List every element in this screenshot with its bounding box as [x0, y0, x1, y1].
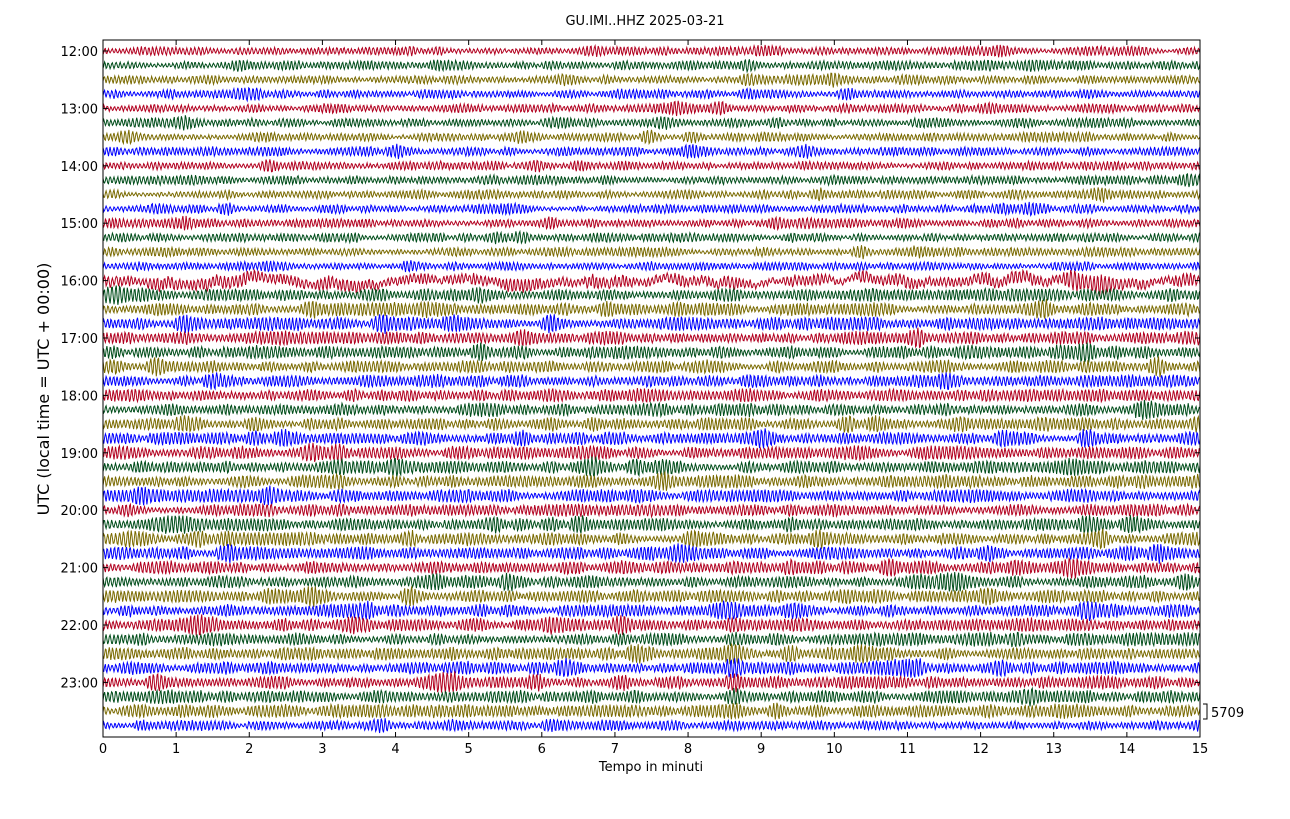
- seismogram-trace: [102, 572, 1201, 592]
- seismogram-trace: [102, 643, 1201, 665]
- seismogram-trace: [102, 631, 1201, 648]
- y-axis-label: UTC (local time = UTC + 00:00): [34, 263, 53, 516]
- seismogram-trace: [102, 600, 1201, 621]
- y-axis-ticks: 12:00 13:00 14:00 15:00 16:00 17:00 18:00 19:00…: [61, 45, 1200, 691]
- seismogram-trace: [102, 229, 1201, 245]
- seismogram-trace: [102, 173, 1201, 188]
- x-tick-label: 6: [538, 742, 546, 757]
- seismogram-trace: [102, 327, 1201, 349]
- x-tick-label: 1: [172, 742, 180, 757]
- seismogram-trace: [102, 187, 1201, 203]
- y-tick-label: 23:00: [61, 676, 98, 691]
- x-tick-label: 4: [391, 742, 399, 757]
- x-tick-label: 9: [757, 742, 765, 757]
- x-tick-label: 12: [972, 742, 989, 757]
- y-tick-label: 22:00: [61, 619, 98, 634]
- y-tick-label: 13:00: [61, 102, 98, 117]
- x-tick-label: 11: [899, 742, 916, 757]
- x-axis-label: Tempo in minuti: [598, 760, 703, 775]
- seismogram-trace: [102, 557, 1201, 579]
- seismogram-trace: [102, 129, 1201, 146]
- seismogram-trace: [102, 313, 1201, 335]
- y-tick-label: 20:00: [61, 504, 98, 519]
- seismogram-trace: [102, 614, 1201, 636]
- seismogram-trace: [102, 356, 1201, 378]
- seismogram-trace: [102, 245, 1201, 260]
- seismogram-trace: [102, 485, 1201, 506]
- seismogram-trace: [102, 43, 1201, 58]
- seismogram-trace: [102, 372, 1201, 391]
- y-tick-label: 21:00: [61, 562, 98, 577]
- seismogram-trace: [102, 686, 1201, 707]
- seismogram-trace: [102, 414, 1201, 433]
- y-tick-label: 16:00: [61, 275, 98, 290]
- scale-label: 5709: [1211, 706, 1244, 721]
- y-tick-label: 14:00: [61, 160, 98, 175]
- seismogram-trace: [102, 215, 1201, 232]
- x-tick-label: 5: [465, 742, 473, 757]
- chart-title: GU.IMI..HHZ 2025-03-21: [565, 14, 724, 29]
- seismogram-trace: [102, 471, 1201, 491]
- x-axis-ticks: 0 1 2 3 4 5 6 7 8 9 10 11 12 13 14 15: [99, 40, 1208, 757]
- y-tick-label: 18:00: [61, 389, 98, 404]
- seismogram-trace: [102, 717, 1201, 734]
- seismogram-trace: [102, 387, 1201, 404]
- seismogram-trace: [102, 201, 1201, 218]
- x-tick-label: 7: [611, 742, 619, 757]
- seismogram-trace: [102, 514, 1201, 535]
- seismogram-trace: [102, 58, 1201, 74]
- x-tick-label: 15: [1192, 742, 1209, 757]
- seismogram-trace: [102, 342, 1201, 363]
- traces-group: [102, 43, 1201, 734]
- x-tick-label: 10: [826, 742, 843, 757]
- seismogram-trace: [102, 72, 1201, 88]
- x-tick-label: 8: [684, 742, 692, 757]
- seismogram-trace: [102, 399, 1201, 420]
- seismogram-trace: [102, 442, 1201, 463]
- seismogram-trace: [102, 115, 1201, 131]
- x-tick-label: 13: [1045, 742, 1062, 757]
- scale-bar: 5709: [1203, 703, 1244, 721]
- seismogram-trace: [102, 456, 1201, 479]
- seismogram-trace: [102, 528, 1201, 550]
- x-tick-label: 0: [99, 742, 107, 757]
- seismogram-trace: [102, 100, 1201, 117]
- x-tick-label: 3: [318, 742, 326, 757]
- x-tick-label: 2: [245, 742, 253, 757]
- seismogram-trace: [102, 671, 1201, 694]
- seismogram-trace: [102, 259, 1201, 273]
- seismogram-trace: [102, 702, 1201, 720]
- seismogram-trace: [102, 143, 1201, 160]
- y-tick-label: 15:00: [61, 217, 98, 232]
- seismogram-trace: [102, 268, 1201, 297]
- seismogram-trace: [102, 159, 1201, 173]
- y-tick-label: 12:00: [61, 45, 98, 60]
- seismogram-trace: [102, 543, 1201, 564]
- seismogram-trace: [102, 284, 1201, 305]
- y-tick-label: 19:00: [61, 447, 98, 462]
- plot-frame: [102, 39, 1201, 738]
- y-tick-label: 17:00: [61, 332, 98, 347]
- seismogram-trace: [102, 86, 1201, 103]
- seismogram-trace: [102, 657, 1201, 678]
- seismogram-trace: [102, 428, 1201, 449]
- x-tick-label: 14: [1119, 742, 1136, 757]
- seismogram-trace: [102, 298, 1201, 321]
- seismogram-trace: [102, 502, 1201, 519]
- seismogram-trace: [102, 586, 1201, 608]
